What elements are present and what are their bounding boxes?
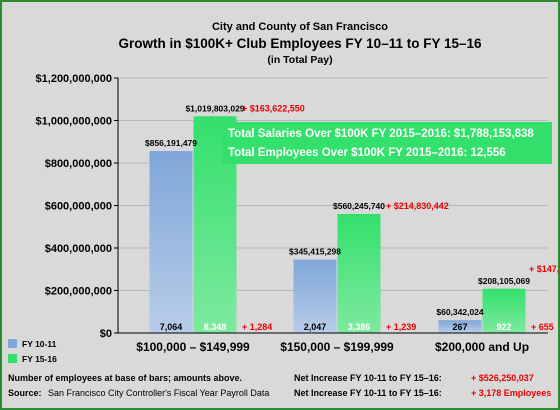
chart-title: City and County of San Francisco: [212, 21, 388, 33]
legend-swatch-fy1011: [8, 339, 17, 348]
employee-increase-label: + 655: [531, 322, 554, 332]
net-increase-value-2: + 3,178 Employees: [471, 388, 551, 398]
y-tick-label: $400,000,000: [45, 243, 112, 255]
summary-total-salaries: Total Salaries Over $100K FY 2015–2016: …: [228, 128, 534, 140]
net-increase-value-1: + $526,250,037: [471, 373, 534, 383]
chart-subtitle: Growth in $100K+ Club Employees FY 10–11…: [118, 36, 482, 51]
y-tick-label: $200,000,000: [45, 286, 112, 298]
legend-swatch-fy1516: [8, 354, 17, 363]
bar-amount-label: $560,245,740: [333, 201, 385, 211]
footnote-base-of-bars: Number of employees at base of bars; amo…: [8, 373, 242, 383]
bar-amount-label: $345,415,298: [289, 247, 341, 257]
bar-fy1516: [482, 288, 526, 333]
category-label-3: $200,000 and Up: [435, 340, 529, 354]
amount-increase-label: + $163,622,550: [242, 103, 305, 113]
y-tick-label: $800,000,000: [45, 158, 112, 170]
y-tick-label: $0: [100, 328, 112, 340]
bar-fy1011: [149, 151, 193, 333]
bar-amount-label: $208,105,069: [478, 276, 530, 286]
amount-increase-label: + $214,830,442: [386, 201, 449, 211]
summary-callout-box: [222, 122, 552, 164]
amount-increase-label: + $147,763,045: [529, 264, 560, 274]
bar-fy1011: [293, 259, 337, 333]
net-increase-label-1: Net Increase FY 10-11 to FY 15–16:: [294, 373, 442, 383]
employee-count-label: 3,386: [348, 322, 371, 332]
bar-amount-label: $856,191,479: [145, 138, 197, 148]
y-tick-label: $1,200,000,000: [36, 73, 112, 85]
bar-amount-label: $1,019,803,029: [185, 103, 244, 113]
category-label-2: $150,000 – $199,999: [280, 340, 394, 354]
chart-subtitle-2: (in Total Pay): [267, 54, 332, 66]
net-increase-label-2: Net Increase FY 10-11 to FY 15–16:: [294, 388, 442, 398]
category-label-1: $100,000 – $149,999: [136, 340, 250, 354]
source-line: Source: San Francisco City Controller's …: [8, 388, 269, 398]
bar-amount-label: $60,342,024: [436, 307, 484, 317]
legend-label-fy1516: FY 15-16: [22, 354, 57, 364]
bar-fy1011: [438, 320, 482, 333]
legend-label-fy1011: FY 10-11: [22, 339, 57, 349]
bar-fy1516: [337, 213, 381, 333]
employee-count-label: 267: [452, 322, 467, 332]
y-tick-label: $600,000,000: [45, 201, 112, 213]
source-label: Source:: [8, 388, 42, 398]
employee-count-label: 922: [496, 322, 511, 332]
employee-count-label: 8,348: [204, 322, 227, 332]
employee-increase-label: + 1,284: [242, 322, 272, 332]
y-tick-label: $1,000,000,000: [36, 116, 112, 128]
summary-total-employees: Total Employees Over $100K FY 2015–2016:…: [228, 147, 506, 159]
bar-labels: $856,191,479 7,064 $1,019,803,029 8,348 + $1…: [145, 103, 560, 332]
employee-count-label: 2,047: [304, 322, 327, 332]
bars: [149, 116, 526, 333]
employee-count-label: 7,064: [160, 322, 183, 332]
source-text: San Francisco City Controller's Fiscal Y…: [48, 388, 269, 398]
employee-increase-label: + 1,239: [386, 322, 416, 332]
y-axis-ticks: $0 $200,000,000 $400,000,000 $600,000,000 $8…: [36, 73, 118, 340]
